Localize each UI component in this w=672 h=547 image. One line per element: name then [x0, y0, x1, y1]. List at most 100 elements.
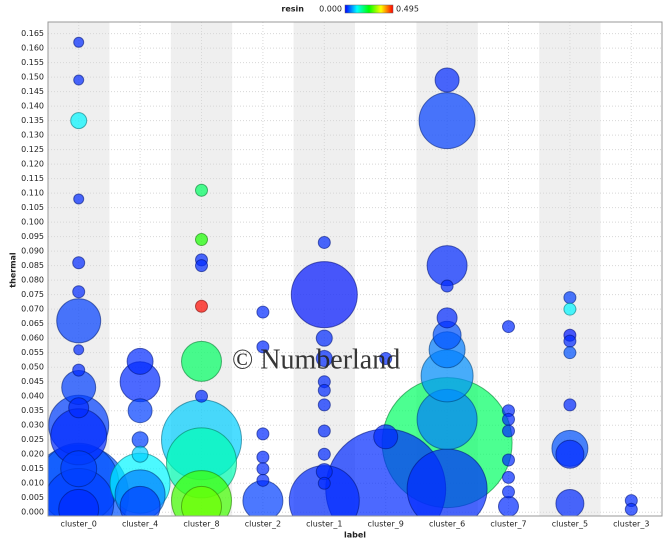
- bubble: [440, 279, 454, 293]
- y-tick-label: 0.020: [21, 450, 44, 459]
- bubble: [373, 424, 399, 450]
- bubble: [379, 351, 393, 365]
- bubble: [256, 340, 270, 354]
- bubble: [72, 285, 86, 299]
- bubble: [256, 450, 270, 464]
- bubble: [563, 291, 577, 305]
- bubble: [131, 431, 149, 449]
- y-tick-label: 0.095: [21, 232, 44, 241]
- y-tick-label: 0.035: [21, 406, 44, 415]
- bubble: [317, 424, 331, 438]
- bubble: [72, 363, 86, 377]
- x-tick-label: cluster_5: [552, 520, 588, 529]
- bubble: [563, 398, 577, 412]
- y-tick-label: 0.160: [21, 44, 44, 53]
- y-tick-label: 0.110: [21, 189, 44, 198]
- y-tick-label: 0.070: [21, 305, 44, 314]
- color-legend-title: resin: [281, 5, 304, 14]
- x-tick-label: cluster_1: [306, 520, 342, 529]
- y-tick-label: 0.010: [21, 479, 44, 488]
- color-bar: [344, 4, 394, 14]
- bubble: [563, 302, 577, 316]
- x-axis-label: label: [344, 531, 366, 540]
- color-legend-label: 0.000: [319, 5, 342, 14]
- bubble: [256, 462, 270, 476]
- bubble: [195, 259, 208, 273]
- y-tick-label: 0.080: [21, 276, 44, 285]
- bubble: [70, 112, 88, 130]
- bubble: [406, 448, 488, 516]
- y-tick-label: 0.150: [21, 73, 44, 82]
- bubble: [181, 340, 222, 382]
- plot-frame: [47, 21, 663, 517]
- bubble: [256, 305, 270, 319]
- bubble: [56, 298, 102, 344]
- y-tick-label: 0.065: [21, 319, 44, 328]
- y-tick-label: 0.125: [21, 145, 44, 154]
- bubble: [502, 453, 515, 467]
- bubble: [563, 334, 577, 348]
- bubble: [317, 447, 331, 461]
- color-legend-label: 0.495: [396, 5, 419, 14]
- x-tick-label: cluster_6: [429, 520, 465, 529]
- x-tick-label: cluster_4: [122, 520, 158, 529]
- bubble: [317, 383, 331, 397]
- bubble: [195, 183, 208, 197]
- bubble: [315, 349, 333, 367]
- bubble: [72, 256, 86, 270]
- bubble: [555, 439, 585, 469]
- y-tick-label: 0.140: [21, 102, 44, 111]
- bubble: [131, 445, 149, 463]
- x-tick-label: cluster_0: [61, 520, 97, 529]
- watermark: © Numberland: [232, 344, 400, 375]
- y-tick-label: 0.040: [21, 392, 44, 401]
- y-tick-label: 0.100: [21, 218, 44, 227]
- y-tick-label: 0.015: [21, 464, 44, 473]
- bubble: [498, 495, 519, 516]
- bubble: [73, 193, 85, 205]
- y-tick-label: 0.090: [21, 247, 44, 256]
- bubble: [502, 412, 515, 426]
- x-tick-label: cluster_8: [183, 520, 219, 529]
- y-tick-label: 0.055: [21, 348, 44, 357]
- y-tick-label: 0.030: [21, 421, 44, 430]
- y-tick-label: 0.025: [21, 435, 44, 444]
- y-tick-label: 0.000: [21, 508, 44, 517]
- y-tick-label: 0.165: [21, 29, 44, 38]
- bubble: [317, 476, 331, 490]
- y-tick-label: 0.075: [21, 290, 44, 299]
- bubble: [195, 389, 208, 403]
- bubble: [418, 92, 476, 150]
- bubble: [317, 398, 331, 412]
- y-tick-label: 0.085: [21, 261, 44, 270]
- bubble: [436, 307, 458, 329]
- bubble: [502, 470, 515, 484]
- y-tick-label: 0.060: [21, 334, 44, 343]
- bubble: [58, 488, 100, 516]
- y-tick-label: 0.005: [21, 493, 44, 502]
- bubble: [73, 344, 85, 356]
- y-tick-label: 0.135: [21, 116, 44, 125]
- marks: [48, 36, 638, 516]
- bubble: [317, 235, 331, 249]
- bubble: [181, 485, 222, 516]
- bubble: [119, 485, 161, 516]
- y-tick-label: 0.145: [21, 87, 44, 96]
- bubble: [555, 489, 585, 516]
- x-tick-label: cluster_7: [490, 520, 526, 529]
- bubble: [73, 36, 85, 48]
- x-tick-label: cluster_2: [245, 520, 281, 529]
- y-tick-label: 0.115: [21, 174, 44, 183]
- bubble: [502, 485, 515, 499]
- bubble: [126, 347, 154, 375]
- x-tick-label: cluster_3: [613, 520, 649, 529]
- bubble: [127, 398, 153, 424]
- y-tick-label: 0.045: [21, 377, 44, 386]
- bubble: [315, 329, 333, 347]
- bubble: [502, 320, 515, 334]
- bubble: [290, 261, 358, 329]
- y-tick-label: 0.130: [21, 131, 44, 140]
- y-tick-label: 0.155: [21, 58, 44, 67]
- y-axis-label: thermal: [9, 252, 18, 288]
